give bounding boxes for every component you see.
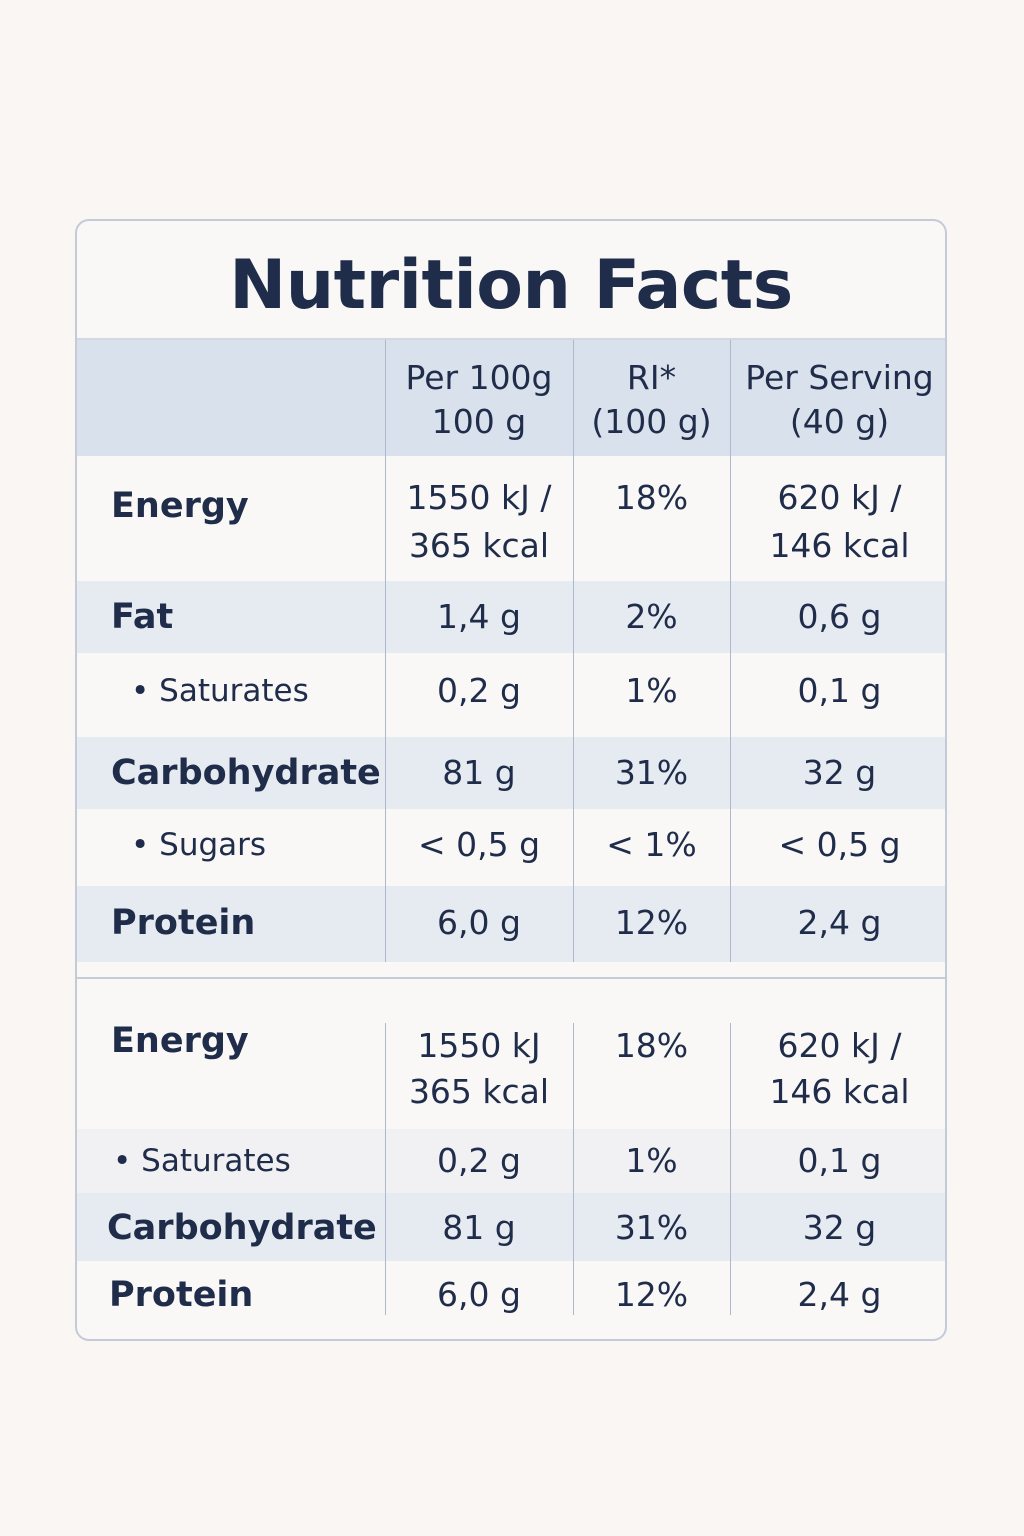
header-per-serving: Per Serving (40 g): [730, 340, 945, 456]
header-per-serving-amount: (40 g): [789, 402, 890, 441]
ri-value: 18%: [614, 1026, 689, 1065]
ri-value: 1%: [625, 671, 678, 710]
header-ri-amount: (100 g): [591, 402, 712, 441]
serving-value: < 0,5 g: [778, 825, 901, 864]
per100-value: 0,2 g: [437, 1141, 521, 1180]
column-divider: [730, 340, 731, 962]
per100-kj: 1550 kJ /: [406, 478, 552, 517]
ri-value: 31%: [614, 753, 689, 792]
row-label: Energy: [111, 486, 249, 526]
column-divider: [573, 340, 574, 962]
ri-value: 31%: [614, 1208, 689, 1247]
per100-value: 1550 kJ / 365 kcal: [385, 456, 573, 581]
serving-value: 2,4 g: [797, 903, 882, 942]
per100-value: 81 g: [442, 1208, 516, 1247]
header-row: Per 100g 100 g RI* (100 g) Per Serving (…: [77, 340, 945, 456]
header-ri-label: RI*: [626, 358, 677, 397]
row-label: Protein: [111, 903, 256, 943]
serving-kj: 620 kJ /: [777, 478, 902, 517]
ri-value: < 1%: [606, 825, 697, 864]
table2-row-saturates: • Saturates 0,2 g 1% 0,1 g: [77, 1129, 945, 1193]
column-divider: [385, 1023, 386, 1315]
table1-row-sugars: • Sugars < 0,5 g < 1% < 0,5 g: [77, 809, 945, 886]
column-divider: [573, 1023, 574, 1315]
serving-value: 620 kJ / 146 kcal: [730, 456, 945, 581]
header-per-serving-label: Per Serving: [745, 358, 934, 397]
ri-value: 18%: [614, 478, 689, 517]
header-ri: RI* (100 g): [573, 340, 730, 456]
section-divider: [77, 977, 945, 979]
serving-value: 620 kJ / 146 kcal: [730, 1023, 945, 1129]
serving-value: 32 g: [802, 1208, 877, 1247]
table1-row-fat: Fat 1,4 g 2% 0,6 g: [77, 581, 945, 653]
table2-row-carbohydrate: Carbohydrate 81 g 31% 32 g: [77, 1193, 945, 1261]
serving-kcal: 146 kcal: [769, 526, 910, 565]
row-label: Carbohydrate: [107, 1208, 377, 1248]
column-divider: [730, 1023, 731, 1315]
header-per-100g-amount: 100 g: [431, 402, 527, 441]
nutrition-title: Nutrition Facts: [229, 246, 793, 325]
serving-value: 2,4 g: [797, 1275, 882, 1314]
per100-value: 6,0 g: [437, 903, 521, 942]
header-per-100g-label: Per 100g: [405, 358, 553, 397]
row-label: • Saturates: [131, 673, 309, 709]
serving-kcal: 146 kcal: [769, 1072, 910, 1111]
per100-value: 6,0 g: [437, 1275, 521, 1314]
serving-kj: 620 kJ /: [777, 1026, 902, 1065]
column-divider: [385, 340, 386, 962]
row-label: Protein: [109, 1275, 254, 1315]
row-label: • Saturates: [113, 1143, 291, 1179]
ri-value: 1%: [625, 1141, 678, 1180]
serving-value: 32 g: [802, 753, 877, 792]
serving-value: 0,1 g: [797, 671, 882, 710]
per100-value: 1,4 g: [437, 597, 521, 636]
nutrition-facts-card: Nutrition Facts Per 100g 100 g RI* (100 …: [75, 219, 947, 1341]
table1-row-saturates: • Saturates 0,2 g 1% 0,1 g: [77, 653, 945, 737]
ri-value: 2%: [625, 597, 678, 636]
row-label: Energy: [111, 1021, 249, 1061]
per100-value: 1550 kJ 365 kcal: [385, 1023, 573, 1129]
per100-value: 0,2 g: [437, 671, 521, 710]
serving-value: 0,6 g: [797, 597, 882, 636]
title-divider: [77, 338, 945, 340]
per100-kcal: 365 kcal: [408, 526, 550, 565]
ri-value: 12%: [614, 903, 689, 942]
table1-row-carbohydrate: Carbohydrate 81 g 31% 32 g: [77, 737, 945, 809]
per100-value: < 0,5 g: [417, 825, 541, 864]
serving-value: 0,1 g: [797, 1141, 882, 1180]
per100-value: 81 g: [442, 753, 516, 792]
per100-kj: 1550 kJ: [417, 1026, 541, 1065]
table2-row-energy: Energy 1550 kJ 365 kcal 18% 620 kJ / 146…: [77, 1023, 945, 1129]
table2-row-protein: Protein 6,0 g 12% 2,4 g: [77, 1261, 945, 1317]
row-label: Fat: [111, 597, 174, 637]
header-per-100g: Per 100g 100 g: [385, 340, 573, 456]
table1-row-energy: Energy 1550 kJ / 365 kcal 18% 620 kJ / 1…: [77, 456, 945, 581]
ri-value: 12%: [614, 1275, 689, 1314]
row-label: • Sugars: [131, 827, 267, 863]
table1-row-protein: Protein 6,0 g 12% 2,4 g: [77, 886, 945, 962]
per100-kcal: 365 kcal: [408, 1072, 550, 1111]
row-label: Carbohydrate: [111, 753, 381, 793]
